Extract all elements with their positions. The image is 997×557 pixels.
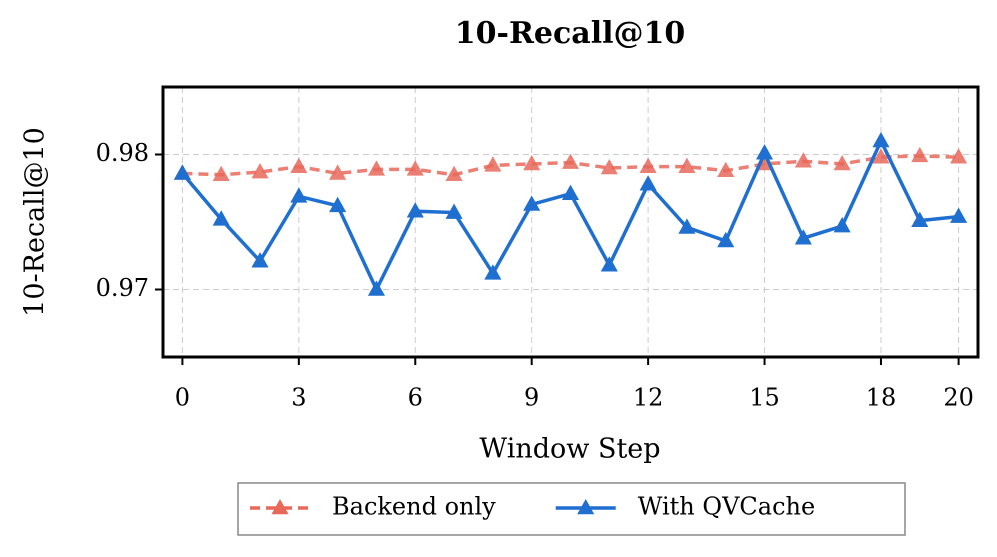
data-point: [251, 252, 269, 268]
data-point: [833, 154, 851, 171]
data-point: [950, 148, 968, 164]
x-tick-label: 3: [291, 384, 306, 412]
chart-title: 10-Recall@10: [455, 16, 685, 51]
data-point: [794, 229, 812, 245]
data-point: [833, 217, 851, 233]
data-point: [911, 146, 929, 163]
data-point: [329, 196, 347, 213]
legend-label: Backend only: [332, 493, 496, 521]
data-point: [639, 175, 657, 191]
data-point: [290, 157, 308, 173]
legend-marker: [271, 499, 289, 515]
data-point: [484, 156, 502, 172]
x-tick-label: 12: [633, 384, 664, 412]
x-tick-label: 18: [866, 384, 897, 412]
y-tick-label: 0.97: [96, 274, 149, 302]
x-tick-label: 6: [408, 384, 423, 412]
data-point: [911, 211, 929, 227]
y-axis-label: 10-Recall@10: [20, 127, 51, 317]
data-point: [173, 164, 191, 180]
data-point: [445, 203, 463, 219]
data-point: [755, 144, 774, 160]
data-point: [600, 159, 618, 175]
data-point: [872, 132, 890, 148]
y-tick-label: 0.98: [96, 139, 149, 167]
data-point: [523, 195, 541, 211]
data-point: [794, 152, 812, 168]
data-point: [717, 161, 735, 177]
data-point: [367, 160, 386, 176]
data-point: [561, 184, 580, 200]
x-tick-label: 15: [749, 384, 780, 412]
data-point: [872, 148, 890, 164]
data-point: [406, 202, 424, 218]
data-point: [484, 264, 502, 280]
data-point: [406, 160, 424, 176]
legend-marker: [577, 499, 595, 515]
plot-frame: [161, 85, 980, 359]
x-tick-label: 20: [943, 384, 974, 412]
data-point: [367, 280, 386, 296]
data-point: [639, 157, 657, 173]
data-point: [329, 164, 347, 180]
legend-label: With QVCache: [638, 493, 815, 521]
data-point: [251, 163, 269, 179]
data-point: [600, 256, 618, 272]
x-axis-label: Window Step: [479, 434, 660, 465]
data-point: [212, 210, 230, 226]
data-point: [717, 231, 735, 248]
data-point: [523, 154, 541, 171]
data-point: [678, 218, 696, 234]
data-point: [445, 165, 463, 182]
x-tick-label: 0: [175, 384, 190, 412]
data-point: [290, 187, 308, 203]
data-point: [561, 153, 580, 169]
data-point: [212, 165, 230, 182]
x-tick-label: 9: [524, 384, 539, 412]
data-point: [950, 207, 968, 223]
data-point: [678, 157, 696, 173]
